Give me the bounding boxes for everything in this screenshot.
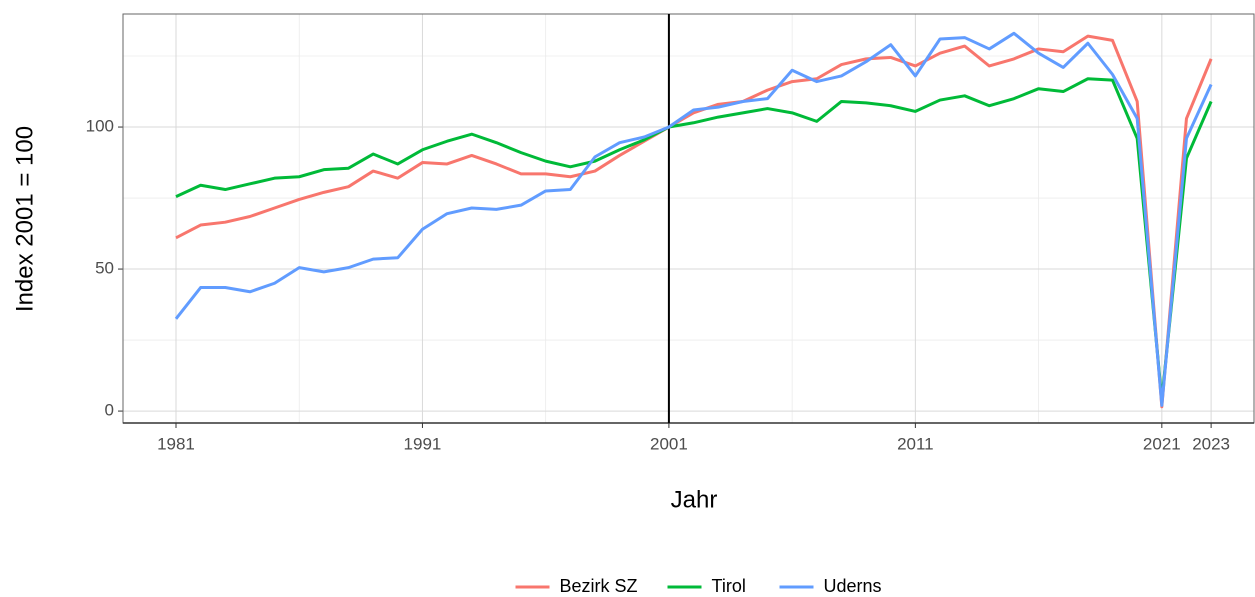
legend-label: Tirol (712, 576, 746, 596)
legend-label: Bezirk SZ (560, 576, 638, 596)
x-tick-label: 2001 (650, 434, 688, 453)
series-line (175, 77, 1213, 402)
series-line (175, 34, 1213, 409)
x-tick-label: 2023 (1192, 434, 1230, 453)
y-tick-label: 100 (86, 117, 114, 136)
series-line (174, 31, 1213, 407)
x-tick-label: 2011 (897, 434, 934, 453)
y-tick-label: 50 (95, 259, 114, 278)
y-tick-label: 0 (105, 401, 114, 420)
y-axis-title: Index 2001 = 100 (11, 126, 38, 312)
x-axis-title: Jahr (671, 486, 718, 513)
x-tick-label: 1981 (157, 434, 195, 453)
x-tick-label: 1991 (404, 434, 442, 453)
legend-label: Uderns (824, 576, 882, 596)
panel-border (122, 13, 1255, 424)
x-tick-label: 2021 (1143, 434, 1181, 453)
